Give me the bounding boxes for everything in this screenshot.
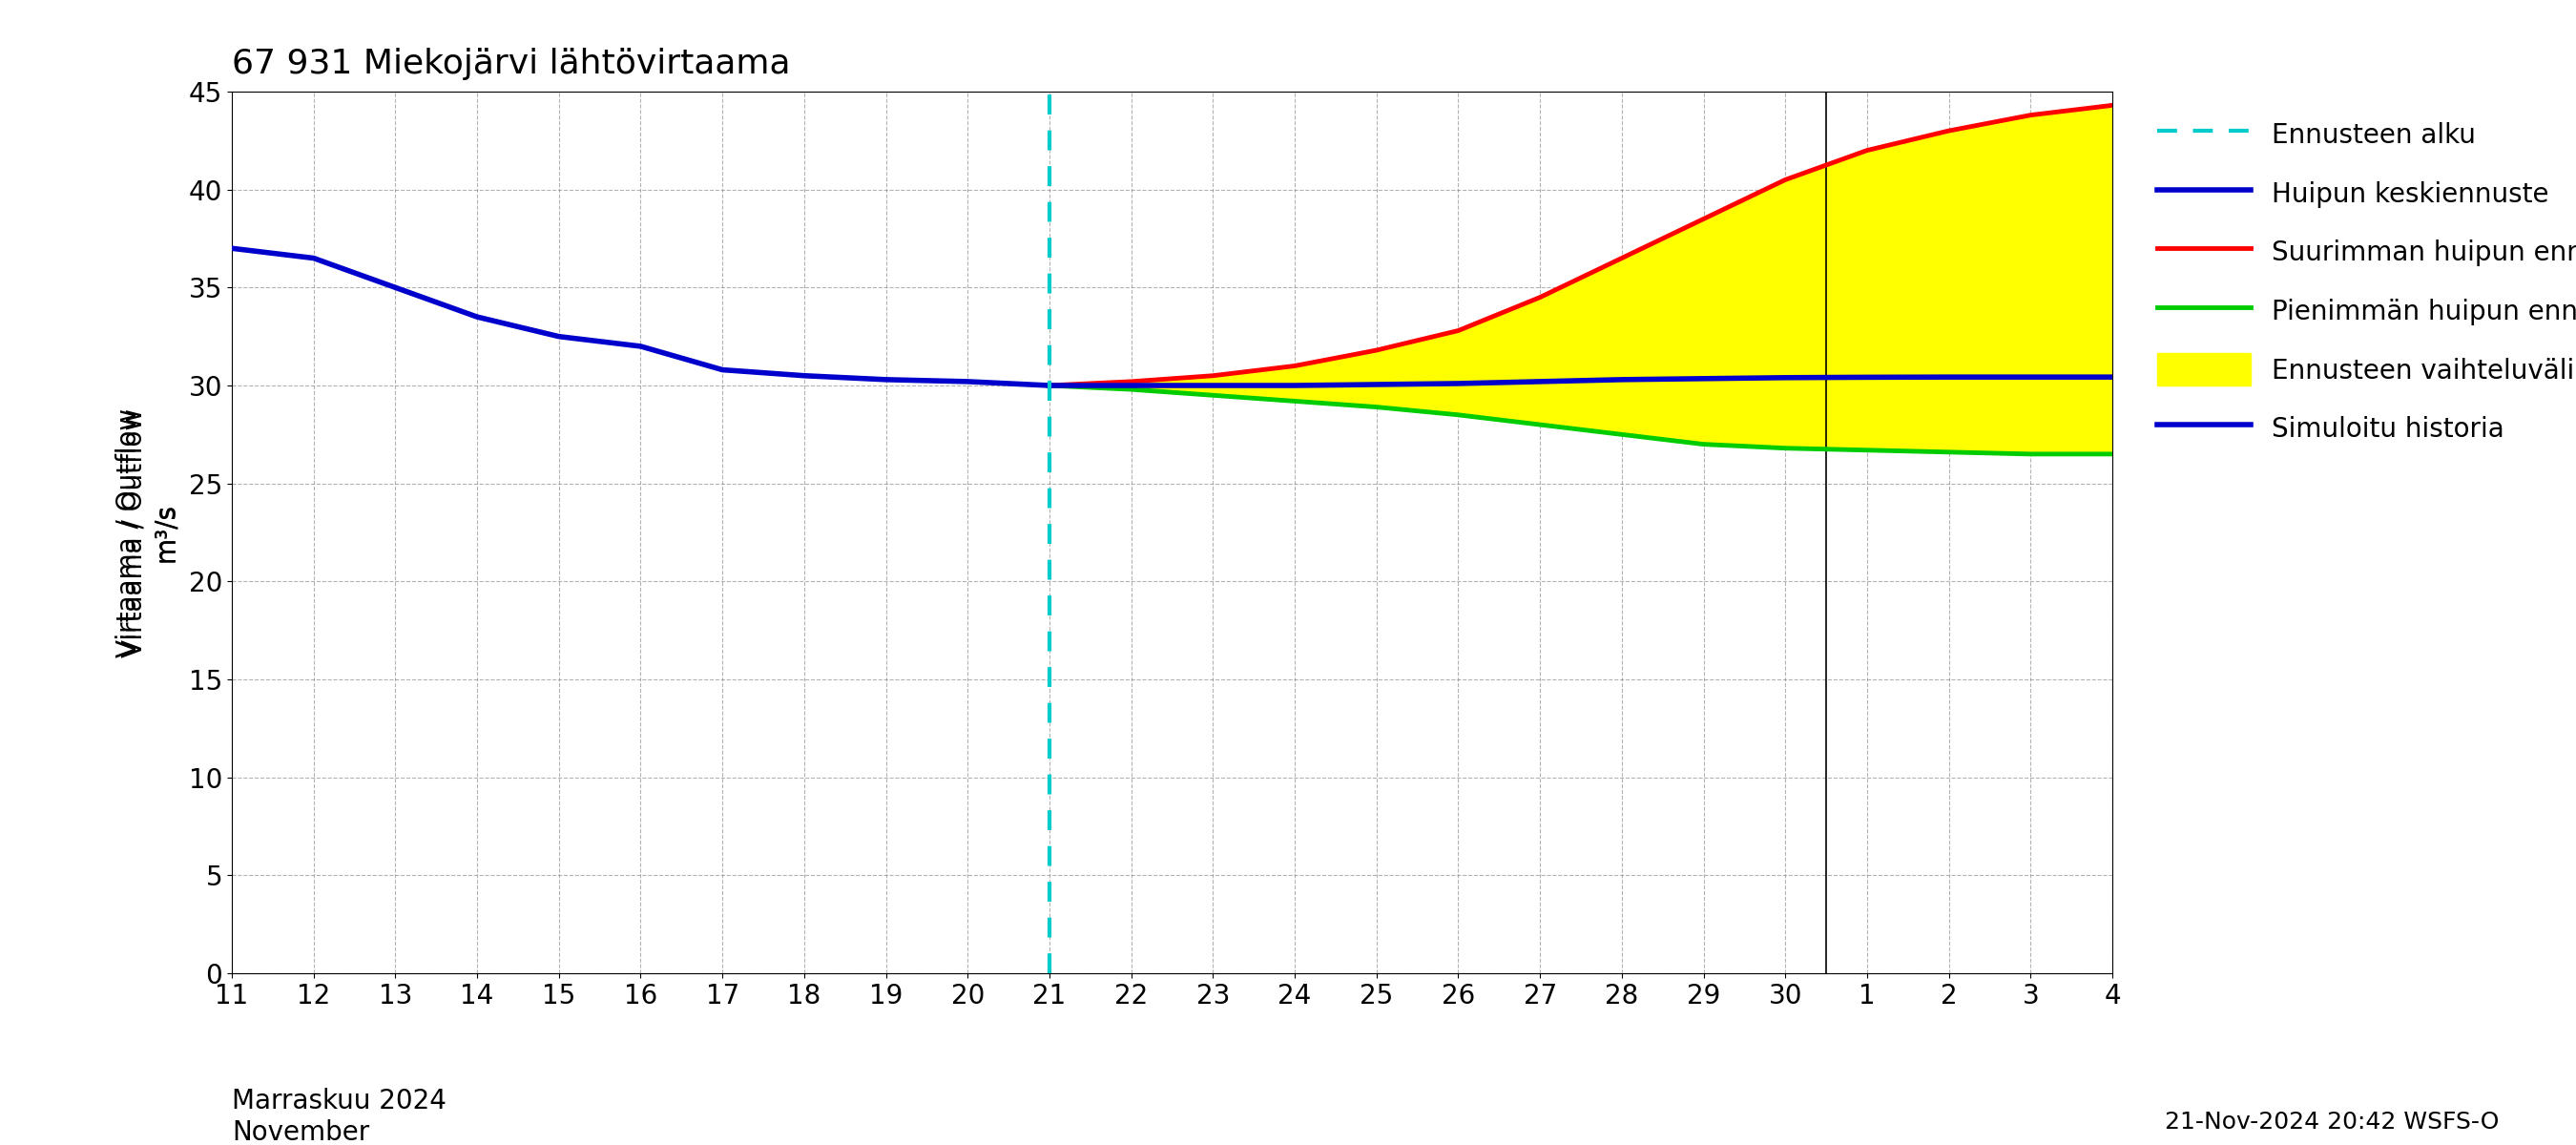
Legend: Ennusteen alku, Huipun keskiennuste, Suurimman huipun ennuste, Pienimmän huipun : Ennusteen alku, Huipun keskiennuste, Suu…: [2143, 105, 2576, 458]
Text: 21-Nov-2024 20:42 WSFS-O: 21-Nov-2024 20:42 WSFS-O: [2164, 1111, 2499, 1134]
Y-axis label: Virtaama / Outflow
m³/s: Virtaama / Outflow m³/s: [121, 408, 178, 657]
Text: Virtaama / Outflow: Virtaama / Outflow: [116, 408, 142, 657]
Text: Marraskuu 2024
November: Marraskuu 2024 November: [232, 1088, 446, 1145]
Text: 67 931 Miekojärvi lähtövirtaama: 67 931 Miekojärvi lähtövirtaama: [232, 47, 791, 80]
Text: m³/s: m³/s: [152, 503, 180, 562]
